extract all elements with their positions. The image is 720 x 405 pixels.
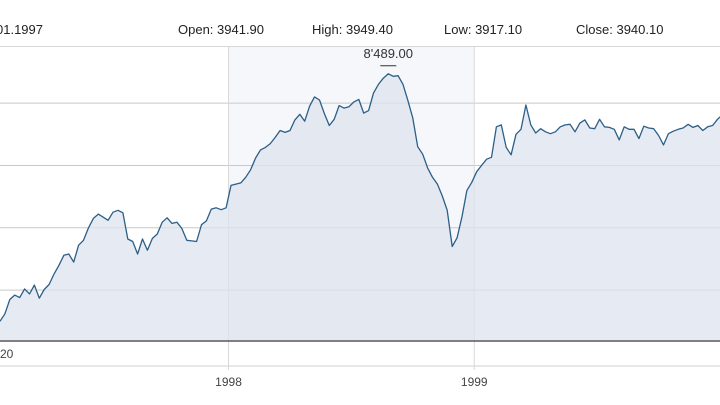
price-area-fill xyxy=(0,73,720,341)
price-line xyxy=(0,73,720,322)
header-close: Close: 3940.10 xyxy=(576,22,664,37)
x-tick-1999: 1999 xyxy=(461,375,488,389)
bottom-label: 20 xyxy=(0,347,14,361)
header-low: Low: 3917.10 xyxy=(444,22,523,37)
ohlc-header: 01.1997 Open: 3941.90 High: 3949.40 Low:… xyxy=(0,0,720,47)
header-open: Open: 3941.90 xyxy=(178,22,265,37)
header-date: 01.1997 xyxy=(0,22,43,37)
max-value-label: 8'489.00 xyxy=(364,46,413,61)
x-tick-1998: 1998 xyxy=(215,375,242,389)
header-high: High: 3949.40 xyxy=(312,22,393,37)
